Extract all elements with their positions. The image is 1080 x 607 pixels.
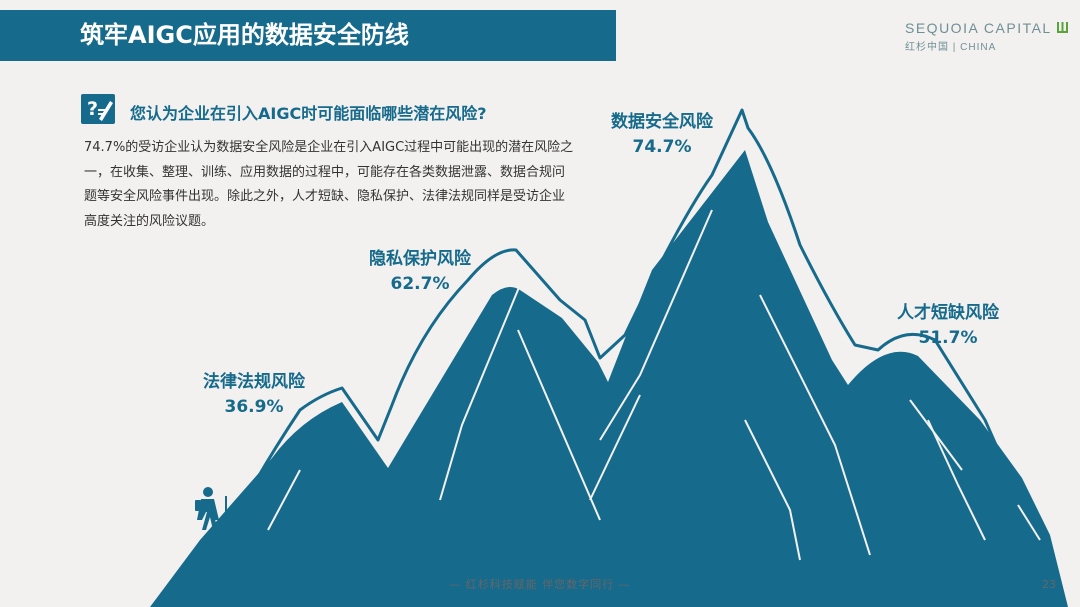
peak-category: 人才短缺风险 <box>897 303 999 323</box>
page-number: 23 <box>1042 578 1056 591</box>
peak-category: 数据安全风险 <box>611 112 713 132</box>
peak-value: 74.7% <box>632 137 692 157</box>
hiker-icon <box>195 487 227 530</box>
page-title: 筑牢AIGC应用的数据安全防线 <box>80 21 409 49</box>
mountain-silhouette <box>150 150 1068 607</box>
brand-sub-en: CHINA <box>960 42 997 53</box>
title-bar: 筑牢AIGC应用的数据安全防线 <box>0 10 616 61</box>
brand-name: SEQUOIA CAPITAL <box>905 20 1052 36</box>
sequoia-logo-icon <box>1056 22 1068 33</box>
footer-slogan: — 红杉科技赋能 伴您数字同行 — <box>449 578 631 591</box>
snow-ridges <box>267 209 1041 561</box>
question-notepad-icon: ? <box>81 94 115 124</box>
brand-sub-cn: 红杉中国 <box>905 42 949 53</box>
survey-question: 您认为企业在引入AIGC时可能面临哪些潜在风险? <box>130 104 487 123</box>
peak-label-3: 人才短缺风险 51.7% <box>897 298 999 348</box>
peak-category: 隐私保护风险 <box>369 249 471 269</box>
body-paragraph: 74.7%的受访企业认为数据安全风险是企业在引入AIGC过程中可能出现的潜在风险… <box>84 140 574 229</box>
peak-category: 法律法规风险 <box>203 372 305 392</box>
peak-label-1: 隐私保护风险 62.7% <box>369 244 471 294</box>
svg-text:?: ? <box>87 98 98 120</box>
peak-label-2: 数据安全风险 74.7% <box>611 107 713 157</box>
peak-value: 36.9% <box>224 397 284 417</box>
brand-logo: SEQUOIA CAPITAL 红杉中国 | CHINA <box>905 20 1069 53</box>
peak-label-0: 法律法规风险 36.9% <box>203 367 305 417</box>
peak-value: 51.7% <box>918 328 978 348</box>
peak-value: 62.7% <box>390 274 450 294</box>
